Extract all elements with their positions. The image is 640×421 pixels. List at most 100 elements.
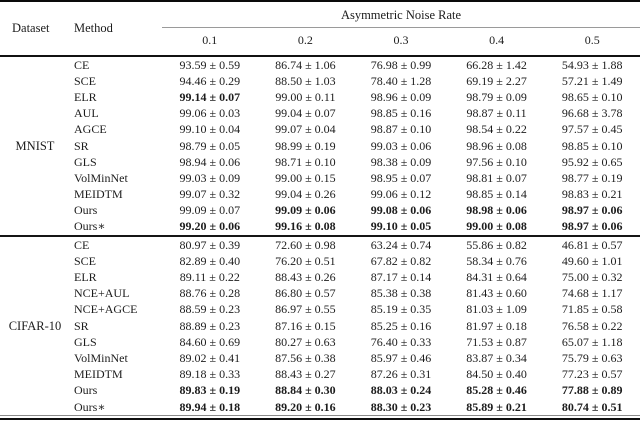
- table-row: ELR 89.11 ± 0.22 88.43 ± 0.26 87.17 ± 0.14 8…: [0, 269, 640, 285]
- value-cell: 99.07 ± 0.04: [275, 122, 336, 137]
- value-cell: 98.94 ± 0.06: [179, 154, 241, 169]
- dataset-cell-mnist: MNIST: [15, 138, 55, 153]
- value-cell: 75.00 ± 0.32: [561, 270, 623, 285]
- value-cell: 75.79 ± 0.63: [561, 350, 623, 365]
- value-cell: 85.25 ± 0.16: [370, 318, 432, 333]
- column-group-header-asymmetric-noise-rate: Asymmetric Noise Rate: [162, 1, 640, 28]
- value-cell: 88.43 ± 0.26: [275, 270, 336, 285]
- method-cell: CE: [74, 57, 90, 72]
- value-cell: 88.59 ± 0.23: [179, 302, 241, 317]
- value-cell: 76.20 ± 0.51: [275, 253, 336, 268]
- method-cell: NCE+AUL: [74, 286, 130, 301]
- value-cell: 98.85 ± 0.14: [466, 187, 527, 202]
- value-cell: 88.89 ± 0.23: [179, 318, 241, 333]
- value-cell: 86.97 ± 0.55: [275, 302, 336, 317]
- value-cell: 98.83 ± 0.21: [561, 187, 623, 202]
- value-cell: 98.38 ± 0.09: [370, 154, 432, 169]
- value-cell: 99.03 ± 0.06: [370, 138, 432, 153]
- value-cell: 74.68 ± 1.17: [561, 286, 623, 301]
- value-cell: 80.74 ± 0.51: [561, 399, 623, 414]
- method-cell: SCE: [74, 73, 97, 88]
- value-cell: 83.87 ± 0.34: [466, 350, 527, 365]
- method-cell: Ours: [74, 383, 98, 398]
- value-cell: 57.21 ± 1.49: [561, 73, 623, 88]
- value-cell: 96.68 ± 3.78: [561, 106, 623, 121]
- table-row: GLS 98.94 ± 0.06 98.71 ± 0.10 98.38 ± 0.09 9…: [0, 154, 640, 170]
- value-cell: 88.84 ± 0.30: [275, 383, 336, 398]
- value-cell: 98.87 ± 0.10: [370, 122, 432, 137]
- table-row: Ours 99.09 ± 0.07 99.09 ± 0.06 99.08 ± 0.06…: [0, 203, 640, 219]
- value-cell: 98.97 ± 0.06: [561, 219, 623, 234]
- table-row: Ours∗ 89.94 ± 0.18 89.20 ± 0.16 88.30 ± 0.2…: [0, 399, 640, 415]
- value-cell: 80.97 ± 0.39: [179, 237, 241, 252]
- table-row: Ours 89.83 ± 0.19 88.84 ± 0.30 88.03 ± 0.24…: [0, 383, 640, 399]
- value-cell: 99.14 ± 0.07: [179, 89, 241, 104]
- table-row: MNIST CE 93.59 ± 0.59 86.74 ± 1.06 76.98 ± 0…: [0, 56, 640, 153]
- value-cell: 99.10 ± 0.05: [370, 219, 432, 234]
- value-cell: 99.00 ± 0.15: [275, 170, 336, 185]
- table-row: NCE+AGCE 88.59 ± 0.23 86.97 ± 0.55 85.19 ± …: [0, 302, 640, 318]
- table-row: VolMinNet 99.03 ± 0.09 99.00 ± 0.15 98.95 ±…: [0, 170, 640, 186]
- value-cell: 76.40 ± 0.33: [370, 334, 432, 349]
- value-cell: 85.89 ± 0.21: [466, 399, 527, 414]
- value-cell: 81.03 ± 1.09: [466, 302, 527, 317]
- value-cell: 87.26 ± 0.31: [370, 367, 432, 382]
- value-cell: 54.93 ± 1.88: [561, 57, 623, 72]
- value-cell: 98.79 ± 0.05: [179, 138, 241, 153]
- method-cell: AUL: [74, 106, 99, 121]
- value-cell: 84.50 ± 0.40: [466, 367, 527, 382]
- value-cell: 85.97 ± 0.46: [370, 350, 432, 365]
- method-cell: NCE+AGCE: [74, 302, 138, 317]
- value-cell: 98.77 ± 0.19: [561, 170, 623, 185]
- value-cell: 85.28 ± 0.46: [466, 383, 527, 398]
- table-row: SCE 82.89 ± 0.40 76.20 ± 0.51 67.82 ± 0.82 5…: [0, 253, 640, 269]
- value-cell: 63.24 ± 0.74: [370, 237, 432, 252]
- value-cell: 98.85 ± 0.10: [561, 138, 623, 153]
- method-cell: MEIDTM: [74, 367, 123, 382]
- value-cell: 81.97 ± 0.18: [466, 318, 527, 333]
- method-cell: Ours∗: [74, 219, 106, 234]
- value-cell: 98.95 ± 0.07: [370, 170, 432, 185]
- table-header: Dataset Method Asymmetric Noise Rate 0.1…: [0, 1, 640, 56]
- value-cell: 88.43 ± 0.27: [275, 367, 336, 382]
- table-bottom-rule: [0, 415, 640, 421]
- table-row: MEIDTM 99.07 ± 0.32 99.04 ± 0.26 99.06 ± 0.…: [0, 187, 640, 203]
- header-row-group: Dataset Method Asymmetric Noise Rate: [0, 1, 640, 35]
- value-cell: 89.20 ± 0.16: [275, 399, 336, 414]
- method-cell: SR: [74, 318, 89, 333]
- value-cell: 85.38 ± 0.38: [370, 286, 432, 301]
- value-cell: 99.00 ± 0.08: [466, 219, 527, 234]
- value-cell: 71.53 ± 0.87: [466, 334, 527, 349]
- value-cell: 77.88 ± 0.89: [561, 383, 623, 398]
- table-row: AUL 99.06 ± 0.03 99.04 ± 0.07 98.85 ± 0.16 9…: [0, 106, 640, 122]
- value-cell: 98.81 ± 0.07: [466, 170, 527, 185]
- value-cell: 86.80 ± 0.57: [275, 286, 336, 301]
- value-cell: 78.40 ± 1.28: [370, 73, 432, 88]
- method-cell: ELR: [74, 89, 97, 104]
- value-cell: 81.43 ± 0.60: [466, 286, 527, 301]
- value-cell: 89.83 ± 0.19: [179, 383, 241, 398]
- value-cell: 99.00 ± 0.11: [275, 89, 336, 104]
- value-cell: 76.58 ± 0.22: [561, 318, 623, 333]
- value-cell: 98.98 ± 0.06: [466, 203, 527, 218]
- value-cell: 87.56 ± 0.38: [275, 350, 336, 365]
- value-cell: 89.02 ± 0.41: [179, 350, 241, 365]
- value-cell: 72.60 ± 0.98: [275, 237, 336, 252]
- noise-rate-header-0.1: 0.1: [202, 33, 218, 47]
- method-cell: MEIDTM: [74, 187, 123, 202]
- value-cell: 87.17 ± 0.14: [370, 270, 432, 285]
- value-cell: 84.31 ± 0.64: [466, 270, 527, 285]
- value-cell: 69.19 ± 2.27: [466, 73, 527, 88]
- table-row: ELR 99.14 ± 0.07 99.00 ± 0.11 98.96 ± 0.09 9…: [0, 89, 640, 105]
- value-cell: 99.08 ± 0.06: [370, 203, 432, 218]
- value-cell: 99.16 ± 0.08: [275, 219, 336, 234]
- value-cell: 88.30 ± 0.23: [370, 399, 432, 414]
- table-row: Ours∗ 99.20 ± 0.06 99.16 ± 0.08 99.10 ± 0.0…: [0, 219, 640, 236]
- header-row-noise-rates: 0.1 0.2 0.3 0.4 0.5: [0, 28, 640, 57]
- value-cell: 77.23 ± 0.57: [561, 367, 623, 382]
- table-row: SR 88.89 ± 0.23 87.16 ± 0.15 85.25 ± 0.16 81…: [0, 318, 640, 334]
- value-cell: 99.10 ± 0.04: [179, 122, 241, 137]
- value-cell: 76.98 ± 0.99: [370, 57, 432, 72]
- value-cell: 88.76 ± 0.28: [179, 286, 241, 301]
